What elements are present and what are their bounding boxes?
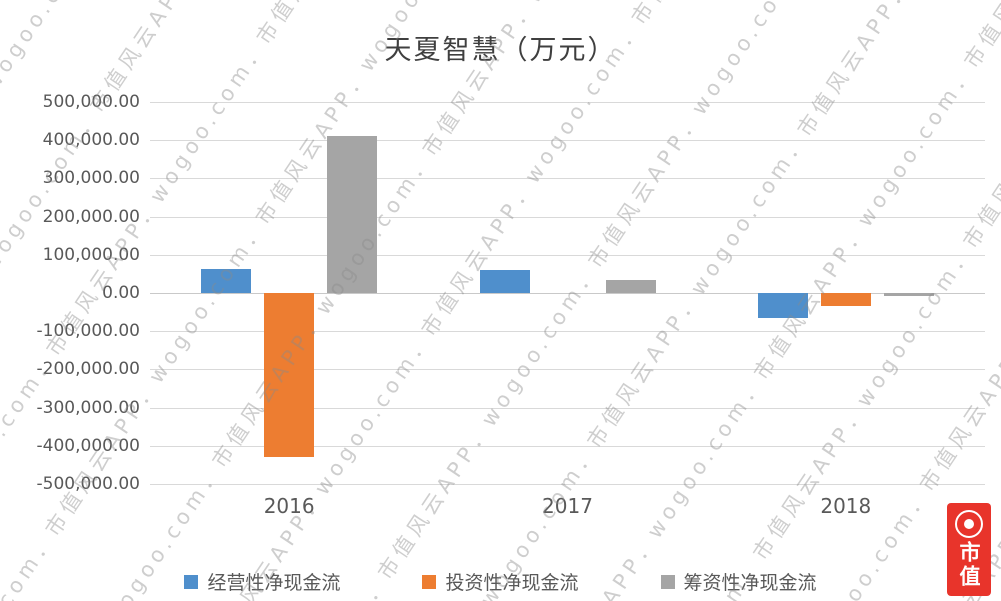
legend-item: 投资性净现金流	[422, 568, 579, 595]
gridline	[150, 445, 985, 447]
y-axis-tick-label: 500,000.00	[42, 92, 140, 112]
y-axis-tick-label: -200,000.00	[36, 359, 140, 380]
gridline	[150, 369, 985, 371]
y-axis-tick-label: -100,000.00	[36, 321, 140, 342]
brand-logo-icon	[955, 510, 983, 538]
bar-筹资性净现金流-2017	[605, 279, 656, 293]
legend-label: 筹资性净现金流	[683, 572, 817, 594]
y-axis-tick-label: -400,000.00	[36, 435, 140, 456]
legend-item: 经营性净现金流	[184, 568, 340, 595]
gridline	[150, 484, 985, 485]
legend-swatch	[660, 574, 675, 589]
legend-label: 经营性净现金流	[207, 572, 341, 594]
x-axis-label: 2017	[542, 494, 593, 518]
x-axis-label: 2016	[263, 494, 315, 518]
legend-swatch	[422, 574, 437, 589]
chart-title: 天夏智慧（万元）	[384, 35, 617, 66]
bar-筹资性净现金流-2018	[883, 293, 934, 297]
bar-经营性净现金流-2018	[757, 293, 808, 318]
legend-swatch	[184, 574, 199, 589]
legend-item: 筹资性净现金流	[660, 568, 817, 595]
x-axis-label: 2018	[820, 494, 872, 518]
y-axis-tick-label: 200,000.00	[42, 206, 140, 227]
y-axis-tick-label: 0.00	[102, 283, 140, 303]
gridline	[150, 216, 985, 218]
gridline	[150, 331, 985, 333]
brand-badge-text: 市值	[957, 541, 981, 589]
y-axis-tick-label: 400,000.00	[42, 130, 140, 151]
y-axis-tick-label: 300,000.00	[42, 168, 140, 189]
y-axis-tick-label: -300,000.00	[36, 397, 140, 418]
gridline	[150, 140, 985, 142]
bar-经营性净现金流-2016	[201, 269, 252, 293]
bar-筹资性净现金流-2016	[327, 136, 378, 293]
gridline	[150, 407, 985, 409]
gridline	[150, 293, 985, 294]
brand-badge: 市值	[947, 503, 991, 596]
bar-投资性净现金流-2016	[264, 293, 315, 458]
bar-经营性净现金流-2017	[479, 270, 530, 293]
gridline	[150, 102, 985, 103]
y-axis-tick-label: 100,000.00	[42, 244, 140, 265]
legend-label: 投资性净现金流	[445, 572, 579, 594]
legend: 经营性净现金流 投资性净现金流 筹资性净现金流	[0, 568, 1001, 595]
gridline	[150, 254, 985, 256]
y-axis-tick-label: -500,000.00	[36, 474, 140, 494]
gridline	[150, 178, 985, 180]
bar-投资性净现金流-2018	[820, 293, 871, 307]
